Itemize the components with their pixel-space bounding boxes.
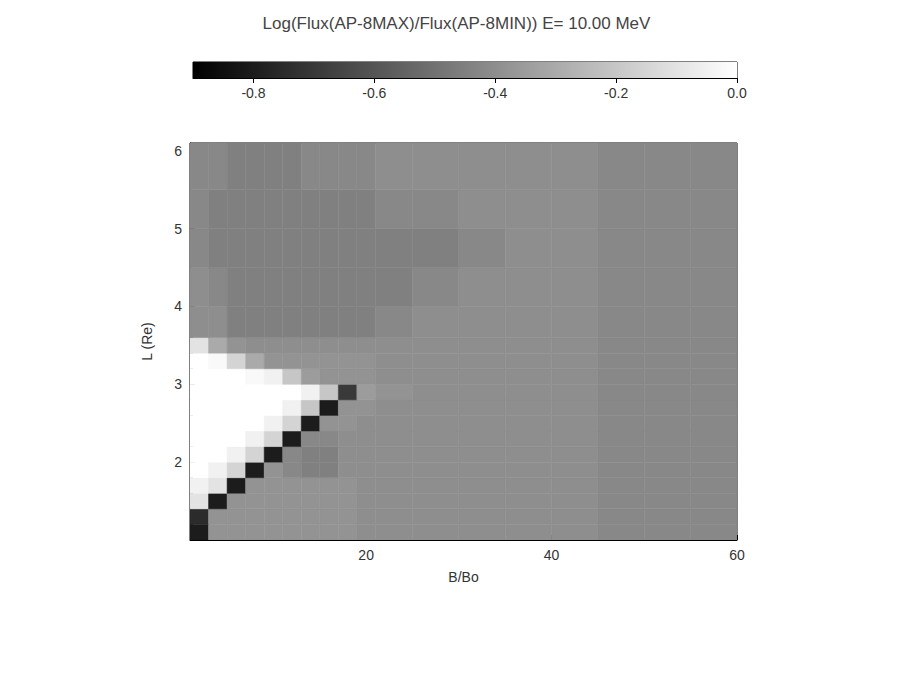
svg-text:-0.4: -0.4 bbox=[483, 85, 507, 101]
svg-text:Log(Flux(AP-8MAX)/Flux(AP-8MIN: Log(Flux(AP-8MAX)/Flux(AP-8MIN)) E= 10.0… bbox=[263, 14, 651, 33]
svg-text:3: 3 bbox=[174, 376, 182, 392]
svg-text:-0.2: -0.2 bbox=[604, 85, 628, 101]
svg-text:B/Bo: B/Bo bbox=[448, 569, 479, 585]
svg-text:2: 2 bbox=[174, 454, 182, 470]
svg-text:5: 5 bbox=[174, 221, 182, 237]
svg-text:20: 20 bbox=[358, 547, 374, 563]
svg-text:0.0: 0.0 bbox=[727, 85, 747, 101]
svg-text:L (Re): L (Re) bbox=[139, 322, 155, 360]
svg-text:-0.8: -0.8 bbox=[241, 85, 265, 101]
svg-text:60: 60 bbox=[729, 547, 745, 563]
svg-text:40: 40 bbox=[544, 547, 560, 563]
svg-text:4: 4 bbox=[174, 298, 182, 314]
svg-text:6: 6 bbox=[174, 143, 182, 159]
svg-text:-0.6: -0.6 bbox=[362, 85, 386, 101]
